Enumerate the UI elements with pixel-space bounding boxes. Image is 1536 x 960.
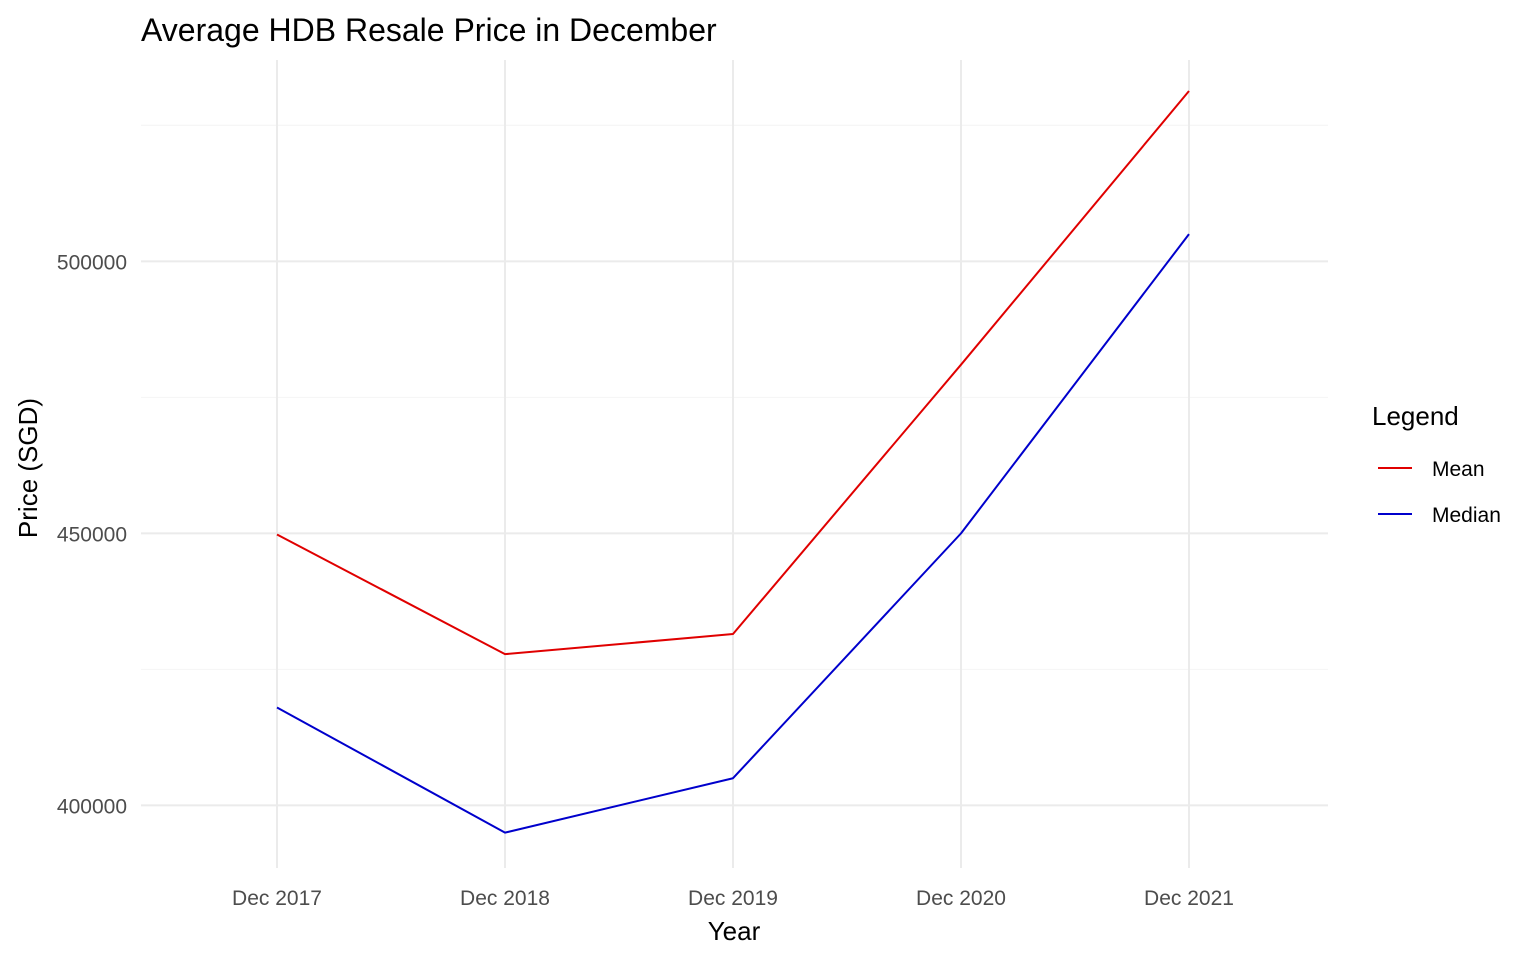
y-axis-title: Price (SGD) [13, 398, 43, 538]
legend-label-median: Median [1432, 504, 1501, 527]
y-tick-label: 400000 [57, 795, 127, 818]
legend-items: Mean Median [1378, 458, 1501, 527]
series-lines [276, 90, 1190, 834]
x-tick-label: Dec 2021 [1144, 887, 1234, 910]
legend: Legend Mean Median [1372, 401, 1501, 527]
minor-gridlines [141, 124, 1328, 670]
chart-title: Average HDB Resale Price in December [141, 12, 717, 48]
legend-label-mean: Mean [1432, 458, 1485, 481]
legend-title: Legend [1372, 401, 1459, 431]
series-line-median [276, 233, 1190, 834]
x-tick-label: Dec 2019 [688, 887, 778, 910]
series-line-mean [276, 90, 1190, 656]
x-tick-label: Dec 2018 [460, 887, 550, 910]
x-tick-label: Dec 2020 [916, 887, 1006, 910]
y-tick-label: 500000 [57, 251, 127, 274]
x-tick-label: Dec 2017 [232, 887, 322, 910]
x-tick-labels: Dec 2017 Dec 2018 Dec 2019 Dec 2020 Dec 2021 [232, 887, 1234, 910]
y-tick-labels: 400000 450000 500000 [57, 251, 127, 818]
y-tick-label: 450000 [57, 523, 127, 546]
x-axis-title: Year [708, 916, 761, 946]
major-gridlines [141, 60, 1328, 868]
